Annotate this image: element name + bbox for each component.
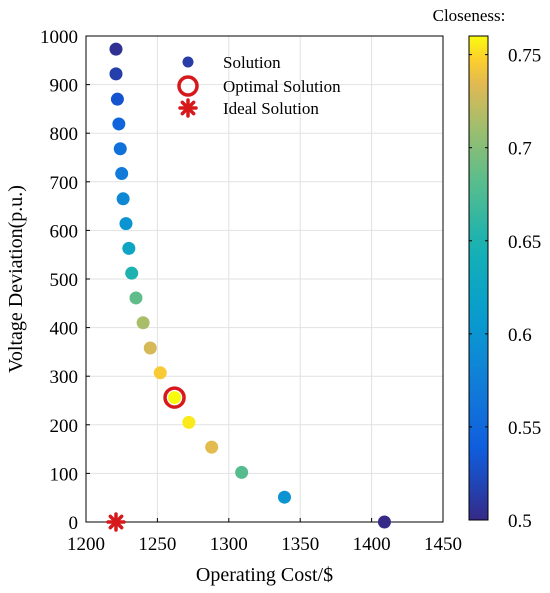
colorbar-tick-label: 0.5	[508, 511, 532, 532]
x-tick-label: 1450	[424, 534, 462, 555]
x-tick-label: 1250	[138, 534, 176, 555]
x-tick-label: 1300	[210, 534, 248, 555]
solution-point	[136, 316, 150, 330]
y-tick-label: 400	[50, 319, 79, 340]
solution-point	[109, 42, 123, 56]
solution-point	[116, 192, 130, 206]
legend-solution-marker	[182, 56, 194, 68]
y-tick-label: 300	[50, 367, 79, 388]
solution-point	[115, 167, 129, 181]
solution-point	[122, 241, 136, 255]
y-tick-label: 200	[50, 416, 79, 437]
x-axis-ticks: 1200 1250 1300 1350 1400 1450	[67, 518, 462, 555]
colorbar-title: Closeness:	[433, 6, 506, 25]
y-tick-label: 800	[50, 124, 79, 145]
x-tick-label: 1200	[67, 534, 105, 555]
y-tick-label: 900	[50, 76, 79, 97]
y-tick-label: 100	[50, 464, 79, 485]
solution-point	[110, 92, 124, 106]
y-tick-label: 600	[50, 221, 79, 242]
y-axis-ticks: 0 100 200 300 400 500 600 700 800 900 1000	[40, 27, 90, 534]
solution-point	[377, 515, 391, 529]
solution-point	[125, 266, 139, 280]
solution-point	[277, 490, 291, 504]
legend-optimal-marker	[177, 75, 199, 97]
legend-label: Ideal Solution	[223, 99, 319, 118]
solution-point	[109, 67, 123, 81]
data-points	[106, 42, 391, 532]
solution-point	[119, 217, 133, 231]
legend-label: Optimal Solution	[223, 77, 341, 96]
legend: Solution Optimal Solution Ideal Solution	[177, 53, 341, 118]
solution-point	[153, 366, 167, 380]
colorbar-tick-label: 0.65	[508, 232, 541, 253]
plot-area	[85, 35, 444, 523]
colorbar-tick-label: 0.7	[508, 139, 532, 160]
colorbar: 0.5 0.55 0.6 0.65 0.7 0.75	[468, 35, 541, 532]
solution-point	[112, 117, 126, 131]
colorbar-tick-label: 0.75	[508, 46, 541, 67]
colorbar-gradient	[468, 35, 489, 521]
solution-point	[182, 415, 196, 429]
y-tick-label: 500	[50, 270, 79, 291]
colorbar-tick-label: 0.55	[508, 418, 541, 439]
x-tick-label: 1400	[353, 534, 391, 555]
solution-point	[205, 440, 219, 454]
solution-point	[168, 391, 182, 405]
solution-point	[235, 465, 249, 479]
colorbar-tick-label: 0.6	[508, 325, 532, 346]
x-tick-label: 1350	[281, 534, 319, 555]
ideal-solution-marker	[106, 512, 126, 532]
solution-point	[143, 341, 157, 355]
solution-point	[129, 291, 143, 305]
optimal-solution-marker	[163, 386, 186, 409]
x-axis-label: Operating Cost/$	[196, 564, 333, 586]
y-axis-label: Voltage Deviation(p.u.)	[5, 185, 27, 373]
y-tick-label: 700	[50, 173, 79, 194]
y-tick-label: 0	[69, 513, 79, 534]
legend-ideal-marker	[178, 98, 198, 118]
legend-label: Solution	[223, 53, 281, 72]
y-tick-label: 1000	[40, 27, 78, 48]
solution-point	[113, 142, 127, 156]
